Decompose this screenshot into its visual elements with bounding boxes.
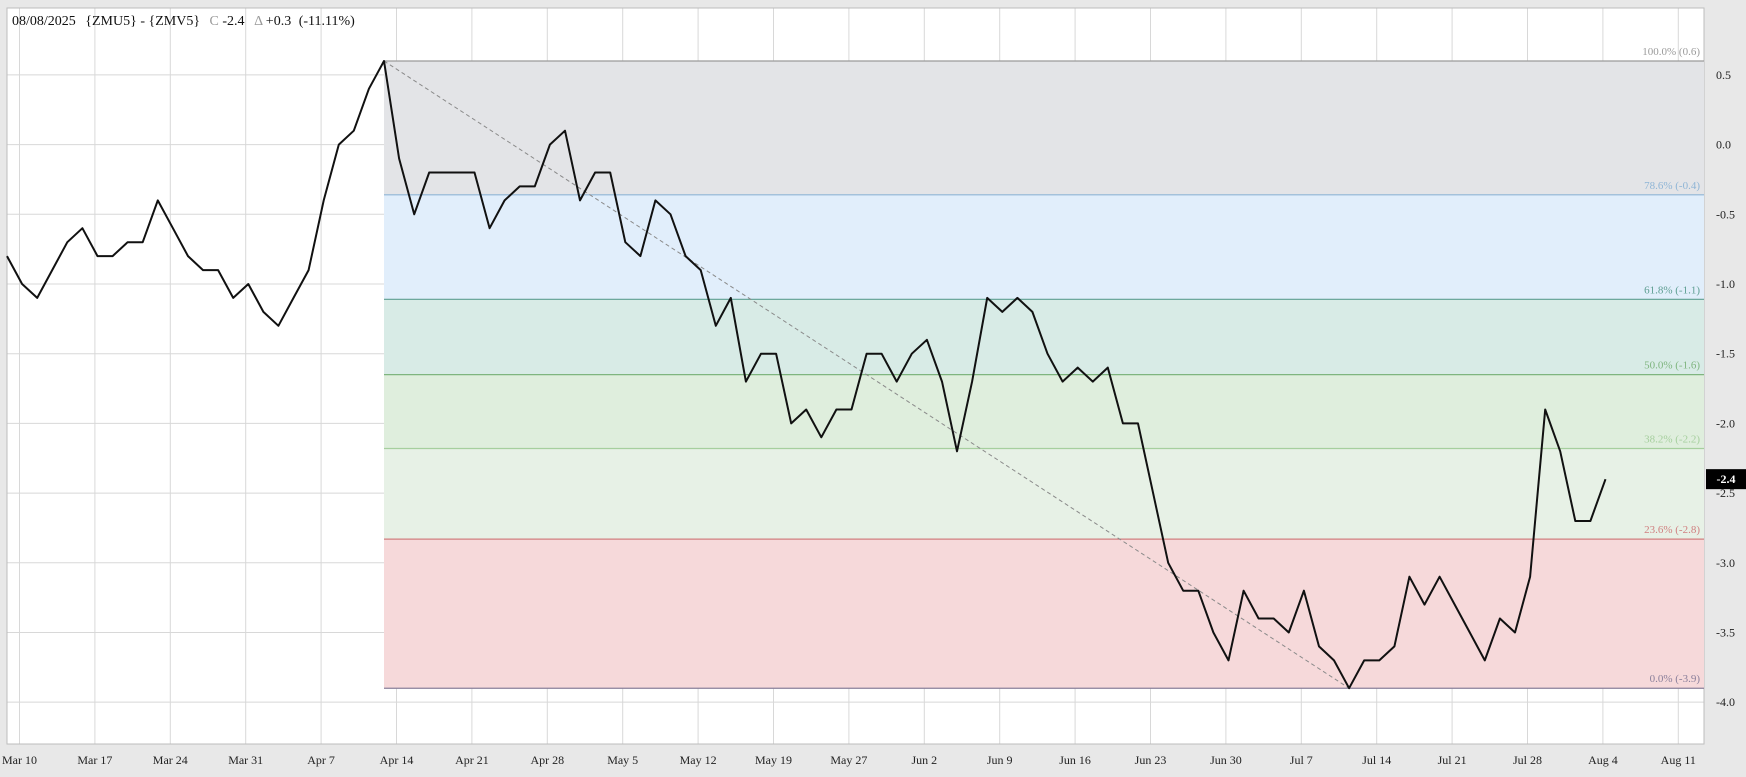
y-tick-label: -2.5 — [1716, 486, 1735, 500]
fib-level-label: 23.6% (-2.8) — [1644, 524, 1700, 536]
chart-header: 08/08/2025 {ZMU5} - {ZMV5} C -2.4 Δ +0.3… — [12, 14, 355, 29]
fib-level-label: 61.8% (-1.1) — [1644, 284, 1700, 296]
x-tick-label: Jul 21 — [1438, 753, 1467, 767]
x-tick-label: Apr 7 — [307, 753, 335, 767]
x-tick-label: Apr 21 — [455, 753, 489, 767]
x-tick-label: May 27 — [830, 753, 867, 767]
fib-level-label: 38.2% (-2.2) — [1644, 433, 1700, 445]
header-close-label: C — [210, 14, 219, 29]
y-axis: 0.5 0.0 -0.5 -1.0 -1.5 -2.0 -2.5 -3.0 -3.5 -4.0 — [1716, 68, 1735, 709]
y-tick-label: -3.5 — [1716, 625, 1735, 639]
last-price-badge-text: -2.4 — [1717, 472, 1736, 486]
last-price-badge: -2.4 — [1706, 469, 1746, 490]
x-tick-label: May 5 — [607, 753, 638, 767]
x-tick-label: Jun 23 — [1135, 753, 1167, 767]
y-tick-label: 0.0 — [1716, 138, 1731, 152]
header-change-pct: (-11.11%) — [299, 14, 355, 29]
header-close-value: -2.4 — [222, 14, 244, 29]
fib-level-label: 0.0% (-3.9) — [1650, 673, 1701, 685]
fib-level-label: 50.0% (-1.6) — [1644, 360, 1700, 372]
y-tick-label: -1.5 — [1716, 347, 1735, 361]
x-tick-label: Jul 28 — [1513, 753, 1542, 767]
fib-zone — [384, 60, 1704, 195]
header-change-value: +0.3 — [266, 14, 291, 29]
fibonacci-retracement[interactable]: 100.0% (0.6) 78.6% (-0.4) 61.8% (-1.1) 50.0… — [384, 46, 1704, 689]
fib-zone — [384, 448, 1704, 540]
last-price-badge-bg — [1706, 469, 1746, 490]
x-tick-label: Mar 17 — [77, 753, 112, 767]
x-tick-label: May 12 — [680, 753, 717, 767]
y-tick-label: -3.0 — [1716, 556, 1735, 570]
fib-zone — [384, 194, 1704, 300]
x-axis: Mar 10 Mar 17 Mar 24 Mar 31 Apr 7 Apr 14 Apr 2… — [2, 753, 1696, 767]
fib-zone — [384, 539, 1704, 689]
header-date: 08/08/2025 — [12, 14, 76, 29]
fib-zone — [384, 374, 1704, 449]
x-tick-label: Jun 16 — [1059, 753, 1091, 767]
price-series-line — [6, 60, 1607, 690]
x-tick-label: Aug 4 — [1588, 753, 1618, 767]
y-tick-label: -4.0 — [1716, 695, 1735, 709]
y-tick-label: 0.5 — [1716, 68, 1731, 82]
x-tick-label: Jul 14 — [1362, 753, 1391, 767]
x-tick-label: Jun 30 — [1210, 753, 1242, 767]
x-tick-label: Mar 31 — [228, 753, 263, 767]
fib-level-label: 100.0% (0.6) — [1642, 46, 1700, 58]
x-tick-label: Apr 14 — [380, 753, 414, 767]
header-change-label: Δ — [254, 14, 263, 29]
fib-level-label: 78.6% (-0.4) — [1644, 180, 1700, 192]
y-tick-label: -0.5 — [1716, 207, 1735, 221]
x-tick-label: Jun 2 — [911, 753, 937, 767]
fib-trend-line — [383, 60, 1350, 689]
x-tick-label: May 19 — [755, 753, 792, 767]
x-tick-label: Aug 11 — [1661, 753, 1696, 767]
x-tick-label: Jun 9 — [987, 753, 1013, 767]
x-tick-label: Mar 10 — [2, 753, 37, 767]
y-tick-label: -1.0 — [1716, 277, 1735, 291]
x-tick-label: Mar 24 — [153, 753, 188, 767]
x-tick-label: Apr 28 — [530, 753, 564, 767]
y-tick-label: -2.0 — [1716, 416, 1735, 430]
x-tick-label: Jul 7 — [1290, 753, 1313, 767]
fib-zone — [384, 299, 1704, 375]
header-symbol: {ZMU5} - {ZMV5} — [85, 14, 200, 29]
